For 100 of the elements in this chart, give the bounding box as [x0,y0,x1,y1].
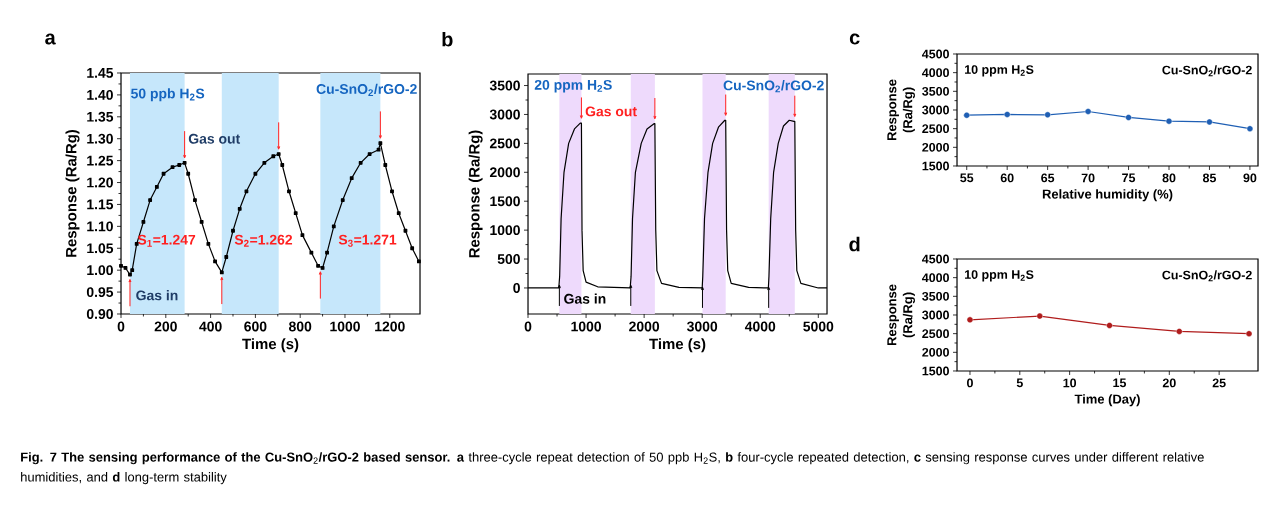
y-tick-label: 2500 [922,124,949,134]
point [123,266,128,270]
y-tick-label: 0.90 [86,309,113,319]
point [287,189,291,194]
point [1036,312,1043,320]
point [141,220,146,224]
y-tick-label: 1500 [922,366,949,376]
x-tick-label: 2000 [629,321,660,332]
point [213,259,217,264]
point [1044,111,1051,119]
point [237,206,242,211]
chart-title: c [849,33,860,45]
point [316,263,321,268]
x-tick-label: 15 [1113,378,1127,388]
y-tick-label: 1.35 [87,111,114,122]
y-tick-label: 2500 [489,138,520,149]
point [358,160,363,165]
point [396,211,401,216]
x-tick-label: 75 [1122,173,1136,183]
point [376,147,381,152]
point [219,270,224,275]
point [378,141,383,145]
y-tick-label: 1.45 [87,68,114,78]
point [262,160,267,165]
annotation: S$_{2}$=1.262 [234,234,293,247]
y-axis-title: Response (Ra/Rg) [887,284,915,346]
y-tick-label: 4500 [921,49,949,59]
x-axis-title: Relative humidity (%) [1042,189,1173,202]
point [224,255,229,259]
y-tick-label: 1.15 [87,199,114,210]
x-axis-title: Time (s) [242,338,299,353]
chart-title: a [45,33,56,45]
y-tick-label: 3000 [922,105,949,115]
x-tick-label: 200 [154,321,177,332]
point [966,316,974,324]
x-tick-label: 400 [199,321,222,332]
point [1246,125,1254,132]
x-tick-label: 90 [1243,173,1257,183]
point [280,163,285,167]
x-tick-label: 70 [1081,173,1095,183]
y-tick-label: 4000 [921,68,949,78]
point [390,189,394,194]
point [293,211,298,216]
y-tick-label: 500 [497,254,520,264]
point [309,250,314,255]
point [331,224,336,229]
x-tick-label: 60 [1000,173,1014,183]
x-tick-label: 20 [1162,378,1176,388]
y-axis-title: Response (Ra/Rg) [468,130,483,258]
point [367,152,372,156]
x-tick-label: 600 [244,321,267,332]
x-tick-label: 1000 [571,321,602,332]
y-tick-label: 2000 [922,347,949,357]
point [130,268,135,273]
y-tick-label: 3500 [922,86,949,96]
y-tick-label: 2000 [922,142,949,152]
x-tick-label: 55 [960,173,974,183]
y-axis-title: Response (Ra/Rg) [887,79,915,141]
y-tick-label: 1.10 [87,221,113,232]
x-tick-label: 10 [1063,378,1077,388]
y-axis-title: Response (Ra/Rg) [65,129,80,257]
point [170,165,175,170]
y-tick-label: 1500 [922,161,949,171]
annotation: Gas in [136,290,178,301]
x-tick-label: 1200 [375,321,405,332]
y-tick-label: 3500 [922,291,949,301]
point [119,263,123,268]
x-axis-title: Time (s) [649,338,706,353]
x-tick-label: 0 [117,321,125,332]
x-tick-label: 80 [1162,173,1176,183]
point [1084,108,1092,115]
point [186,171,191,176]
y-tick-label: 1000 [490,225,520,236]
point [1176,328,1183,335]
y-tick-label: 1500 [490,196,520,207]
point [276,152,281,156]
point [963,112,970,119]
x-tick-label: 85 [1202,173,1217,183]
x-tick-label: 5000 [803,321,834,332]
annotation: S$_{3}$=1.271 [338,234,397,247]
point [325,250,329,255]
y-tick-label: 3500 [489,80,520,91]
x-tick-label: 4000 [744,321,776,332]
annotation: Gas in [564,293,606,304]
y-tick-label: 0 [513,283,520,293]
y-tick-label: 3000 [922,310,949,320]
point [340,198,345,202]
y-tick-label: 0.95 [86,287,114,298]
x-tick-label: 25 [1212,378,1226,388]
y-tick-label: 3000 [489,109,520,120]
annotation: 50 ppb H$_{2}$S [131,88,205,102]
point [161,171,166,176]
point [128,272,132,277]
point [193,198,197,202]
y-tick-label: 1.25 [87,155,114,166]
x-tick-label: 0 [967,378,973,388]
x-tick-label: 800 [288,321,312,332]
point [403,228,408,233]
x-axis-title: Time (Day) [1074,394,1140,407]
point [320,266,325,270]
